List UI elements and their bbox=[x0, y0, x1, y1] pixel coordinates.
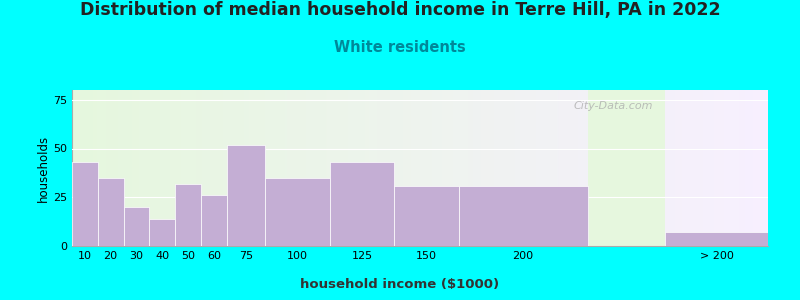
Bar bbox=[175, 184, 201, 246]
Bar bbox=[330, 162, 394, 246]
Bar bbox=[266, 178, 330, 246]
Bar bbox=[226, 145, 266, 246]
Bar bbox=[98, 178, 123, 246]
Text: Distribution of median household income in Terre Hill, PA in 2022: Distribution of median household income … bbox=[80, 2, 720, 20]
Y-axis label: households: households bbox=[38, 134, 50, 202]
Bar bbox=[150, 219, 175, 246]
Bar bbox=[201, 195, 226, 246]
Text: White residents: White residents bbox=[334, 40, 466, 56]
Bar bbox=[587, 90, 665, 246]
Bar bbox=[458, 185, 587, 246]
Text: City-Data.com: City-Data.com bbox=[573, 101, 653, 111]
Text: household income ($1000): household income ($1000) bbox=[301, 278, 499, 291]
Bar bbox=[72, 162, 98, 246]
Bar bbox=[394, 185, 458, 246]
Bar bbox=[123, 207, 150, 246]
Bar bbox=[665, 232, 768, 246]
